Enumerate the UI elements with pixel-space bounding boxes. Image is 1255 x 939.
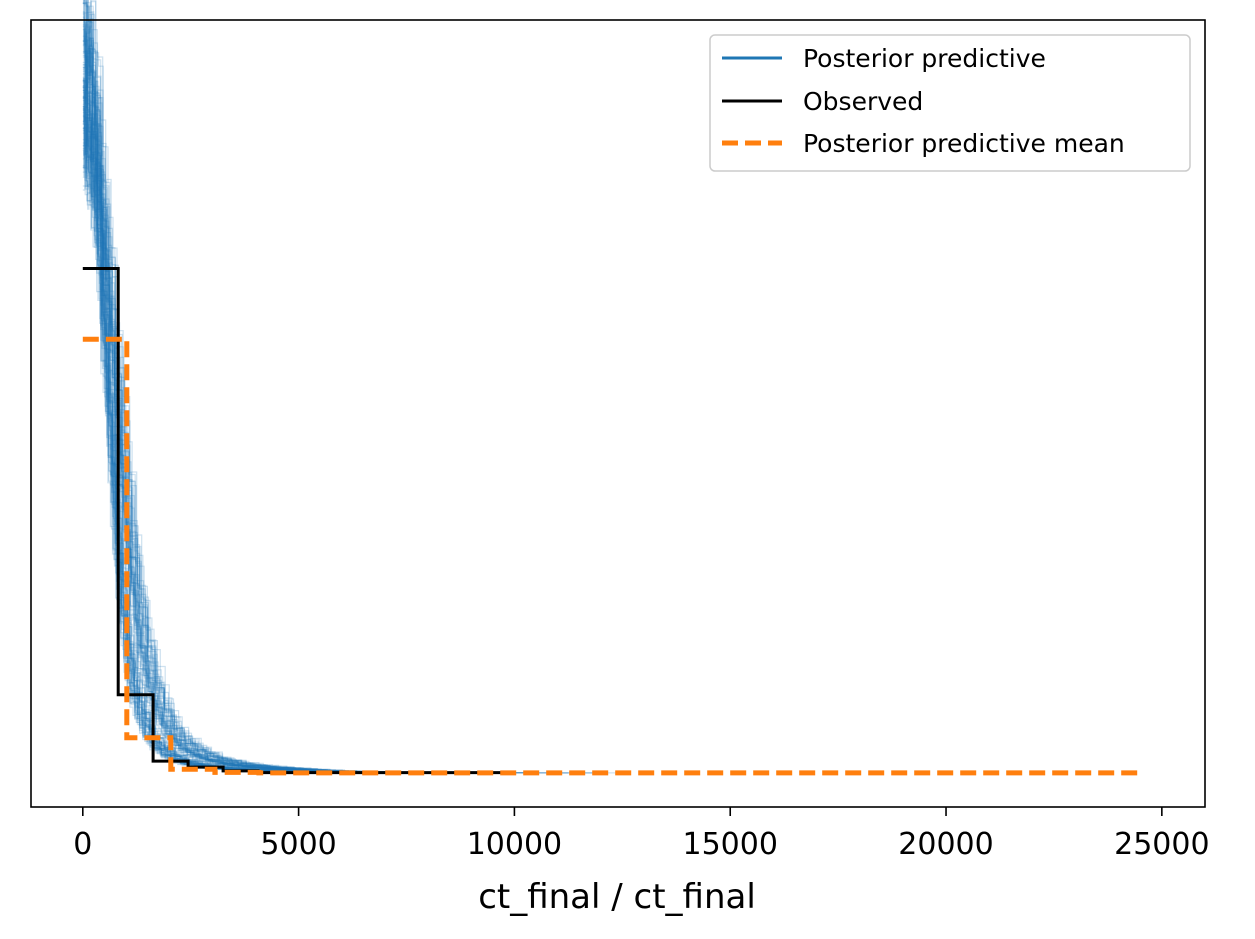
- posterior-predictive-draw: [82, 130, 345, 771]
- posterior-predictive-draw: [82, 144, 288, 772]
- posterior-predictive-draw: [82, 80, 347, 772]
- posterior-predictive-draw: [82, 21, 361, 773]
- posterior-predictive-draw: [82, 56, 296, 769]
- axes-frame: [30, 19, 1206, 808]
- posterior-predictive-draw: [82, 64, 311, 769]
- posterior-predictive-draw: [82, 121, 311, 770]
- legend-label-posterior-predictive-mean: Posterior predictive mean: [803, 129, 1125, 158]
- posterior-predictive-mean-line: [82, 336, 1141, 776]
- legend-label-posterior-predictive: Posterior predictive: [803, 44, 1046, 73]
- legend: Posterior predictive Observed Posterior …: [709, 34, 1191, 172]
- posterior-predictive-draw: [82, 112, 288, 771]
- posterior-predictive-draw: [82, 105, 318, 770]
- posterior-predictive-draw: [82, 81, 349, 772]
- posterior-predictive-draw: [82, 39, 298, 772]
- posterior-predictive-draw: [82, 145, 351, 773]
- posterior-predictive-draw: [82, 81, 358, 773]
- posterior-predictive-draw: [82, 107, 286, 770]
- posterior-predictive-draw: [82, 51, 309, 771]
- posterior-predictive-draw: [82, 109, 342, 772]
- posterior-predictive-draw: [82, 0, 357, 773]
- posterior-predictive-draw: [82, 40, 327, 771]
- posterior-predictive-draw: [82, 64, 294, 769]
- legend-label-observed: Observed: [803, 87, 923, 116]
- posterior-predictive-draw: [82, 127, 331, 771]
- posterior-predictive-draw: [82, 97, 372, 772]
- posterior-predictive-draw: [82, 16, 326, 772]
- posterior-predictive-draw: [82, 93, 362, 773]
- posterior-predictive-draw: [82, 97, 293, 771]
- posterior-predictive-draw: [82, 2, 337, 772]
- posterior-predictive-draw: [82, 1, 295, 768]
- x-axis-title: ct_final / ct_final: [478, 877, 756, 917]
- posterior-predictive-draw: [82, 83, 352, 772]
- posterior-predictive-draw: [82, 6, 346, 771]
- posterior-predictive-draw: [82, 29, 361, 772]
- x-axis: 0 5000 10000 15000 20000 25000: [73, 807, 1210, 862]
- posterior-predictive-draw: [82, 116, 358, 772]
- posterior-predictive-draw: [82, 0, 336, 772]
- posterior-predictive-draw: [82, 52, 310, 772]
- posterior-predictive-draw: [82, 68, 351, 772]
- posterior-predictive-draw: [82, 13, 282, 770]
- posterior-predictive-draw: [82, 128, 345, 772]
- x-tick-label: 5000: [260, 827, 336, 862]
- posterior-predictive-draw: [82, 12, 318, 770]
- x-tick-label: 0: [73, 827, 92, 862]
- mean-layer: [82, 336, 1141, 776]
- x-tick-label: 15000: [683, 827, 778, 862]
- posterior-predictive-draw: [82, 2, 343, 772]
- posterior-predictive-draw: [82, 166, 326, 771]
- posterior-predictive-draw: [82, 28, 343, 771]
- x-tick-label: 10000: [467, 827, 562, 862]
- legend-box: [709, 34, 1191, 172]
- posterior-predictive-draw: [82, 81, 322, 770]
- posterior-predictive-draw: [82, 36, 341, 772]
- posterior-predictive-draw: [82, 120, 358, 772]
- x-tick-label: 25000: [1114, 827, 1209, 862]
- posterior-predictive-draw: [82, 20, 288, 770]
- posterior-predictive-draw: [82, 30, 323, 772]
- posterior-predictive-draw: [86, 0, 363, 772]
- posterior-predictive-draw: [82, 52, 331, 770]
- posterior-predictive-draw: [82, 13, 325, 771]
- posterior-predictive-draw: [82, 0, 296, 769]
- posterior-predictive-draw: [82, 66, 346, 773]
- posterior-predictive-draw: [82, 95, 291, 772]
- posterior-predictive-draw: [84, 0, 358, 773]
- x-tick-label: 20000: [898, 827, 993, 862]
- posterior-predictive-draw: [82, 5, 291, 768]
- posterior-predictive-draw: [82, 156, 291, 770]
